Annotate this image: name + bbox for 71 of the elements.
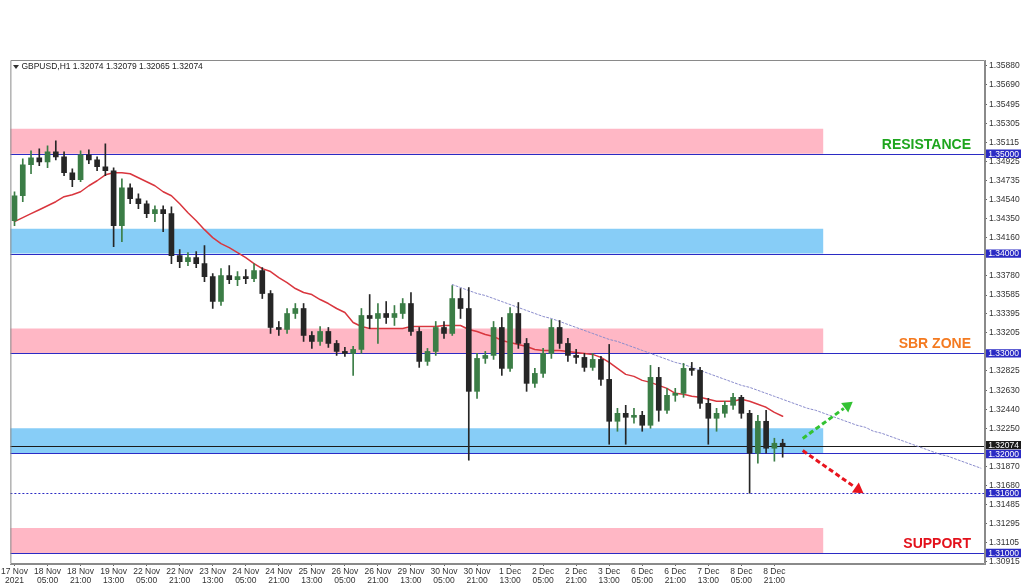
y-tick-label: 1.34350: [989, 213, 1020, 224]
x-tick-label: 30 Nov 05:00: [430, 566, 459, 586]
candlestick: [672, 388, 679, 402]
x-tick-label: 30 Nov 21:00: [463, 566, 492, 586]
ref-line-label: 1.35000: [988, 148, 1020, 159]
y-tick-label: 1.31485: [989, 498, 1020, 509]
y-tick-label: 1.33395: [989, 308, 1020, 319]
candlestick: [375, 303, 381, 344]
x-tick-label: 24 Nov 21:00: [265, 566, 294, 586]
x-tick-label: 24 Nov 05:00: [232, 566, 260, 586]
candlestick: [242, 269, 249, 284]
y-tick-label: 1.31105: [989, 536, 1020, 547]
chart-title: GBPUSD,H1 1.32074 1.32079 1.32065 1.32074: [21, 61, 204, 72]
y-tick-label: 1.34735: [989, 174, 1020, 185]
candlestick: [383, 301, 390, 324]
x-tick-label: 26 Nov 05:00: [331, 566, 360, 586]
annotation: SUPPORT: [903, 534, 972, 551]
x-tick-label: 17 Nov 2021: [1, 566, 29, 586]
ref-line-label: 1.32000: [988, 448, 1020, 459]
candlestick: [275, 321, 282, 336]
y-tick-label: 1.34540: [989, 194, 1020, 205]
line-series: [451, 284, 982, 469]
y-tick-label: 1.31870: [989, 460, 1020, 471]
x-tick-label: 19 Nov 13:00: [100, 566, 128, 586]
ref-line-label: 1.34000: [988, 248, 1020, 259]
x-tick-label: 2 Dec 05:00: [532, 566, 555, 586]
x-tick-label: 7 Dec 13:00: [697, 566, 721, 586]
candlestick: [350, 346, 356, 376]
ref-line-label: 1.32074: [988, 439, 1020, 450]
x-tick-label: 26 Nov 21:00: [364, 566, 393, 586]
x-tick-label: 6 Dec 21:00: [664, 566, 688, 586]
y-tick-label: 1.35115: [989, 136, 1020, 147]
y-tick-label: 1.35690: [989, 79, 1020, 90]
x-tick-label: 1 Dec 13:00: [498, 566, 522, 586]
candlestick: [36, 148, 43, 167]
x-tick-label: 2 Dec 21:00: [565, 566, 588, 586]
candlestick: [631, 407, 637, 424]
x-tick-label: 18 Nov 05:00: [34, 566, 62, 586]
candlestick: [160, 205, 167, 232]
candlestick: [226, 265, 233, 284]
y-tick-label: 1.35880: [989, 60, 1020, 71]
x-tick-label: 8 Dec 21:00: [763, 566, 787, 586]
candlestick: [573, 349, 579, 364]
y-tick-label: 1.34160: [989, 231, 1020, 242]
ref-line-label: 1.31000: [988, 547, 1020, 558]
ref-line-label: 1.31600: [988, 487, 1020, 498]
candlestick: [688, 362, 695, 376]
x-tick-label: 8 Dec 05:00: [730, 566, 754, 586]
x-tick-label: 22 Nov 05:00: [133, 566, 161, 586]
y-tick-label: 1.32630: [989, 384, 1020, 395]
annotation: SBR ZONE: [898, 335, 971, 352]
x-tick-label: 6 Dec 05:00: [631, 566, 655, 586]
x-tick-label: 3 Dec 13:00: [598, 566, 622, 586]
y-tick-label: 1.32250: [989, 422, 1020, 433]
y-tick-label: 1.33585: [989, 289, 1020, 300]
y-tick-label: 1.35305: [989, 117, 1020, 128]
x-tick-label: 22 Nov 21:00: [166, 566, 194, 586]
x-tick-label: 25 Nov 13:00: [298, 566, 327, 586]
y-tick-label: 1.32440: [989, 403, 1020, 414]
y-tick-label: 1.33205: [989, 327, 1020, 338]
x-tick-label: 18 Nov 21:00: [67, 566, 95, 586]
y-tick-label: 1.30915: [989, 555, 1020, 566]
y-tick-label: 1.31680: [989, 479, 1020, 490]
y-tick-label: 1.31295: [989, 517, 1020, 528]
y-tick-label: 1.32825: [989, 365, 1020, 376]
y-tick-label: 1.33780: [989, 269, 1020, 280]
x-tick-label: 29 Nov 13:00: [397, 566, 426, 586]
ref-line-label: 1.33000: [988, 348, 1020, 359]
x-tick-label: 23 Nov 13:00: [199, 566, 227, 586]
annotation: RESISTANCE: [881, 135, 971, 152]
y-tick-label: 1.35495: [989, 98, 1020, 109]
